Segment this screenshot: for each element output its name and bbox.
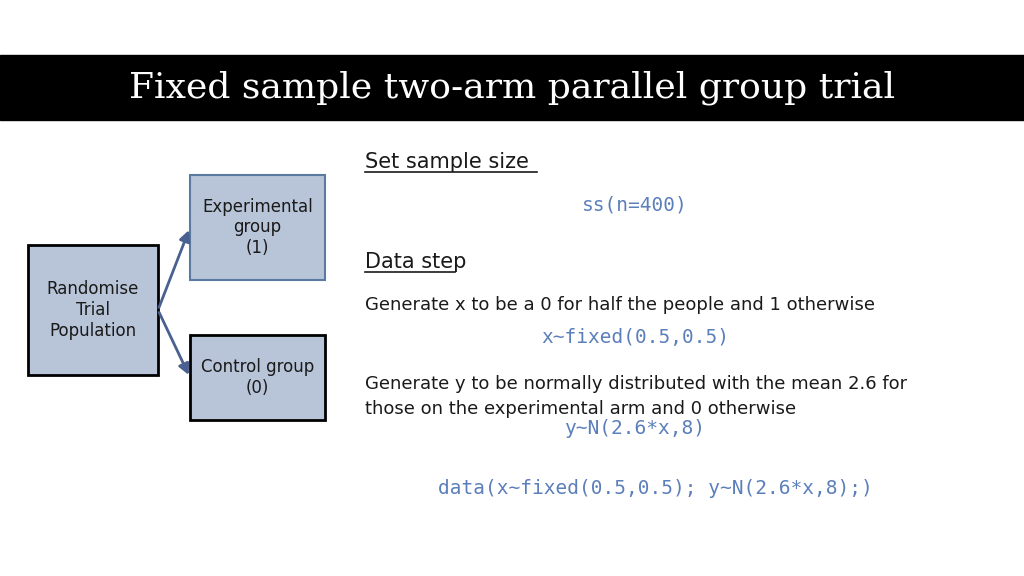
Text: Generate x to be a 0 for half the people and 1 otherwise: Generate x to be a 0 for half the people… xyxy=(365,296,874,314)
Text: Set sample size: Set sample size xyxy=(365,152,528,172)
FancyBboxPatch shape xyxy=(190,335,325,420)
Text: Fixed sample two-arm parallel group trial: Fixed sample two-arm parallel group tria… xyxy=(129,70,895,105)
FancyBboxPatch shape xyxy=(190,175,325,280)
Text: data(x~fixed(0.5,0.5); y~N(2.6*x,8);): data(x~fixed(0.5,0.5); y~N(2.6*x,8);) xyxy=(437,479,872,498)
Text: ss(n=400): ss(n=400) xyxy=(582,195,688,214)
FancyBboxPatch shape xyxy=(28,245,158,375)
Text: Experimental
group
(1): Experimental group (1) xyxy=(202,198,313,257)
Text: Generate y to be normally distributed with the mean 2.6 for
those on the experim: Generate y to be normally distributed wi… xyxy=(365,375,907,418)
Text: x~fixed(0.5,0.5): x~fixed(0.5,0.5) xyxy=(541,328,729,347)
Text: y~N(2.6*x,8): y~N(2.6*x,8) xyxy=(564,419,706,438)
Text: Control group
(0): Control group (0) xyxy=(201,358,314,397)
Text: Data step: Data step xyxy=(365,252,466,272)
Text: Randomise
Trial
Population: Randomise Trial Population xyxy=(47,280,139,340)
